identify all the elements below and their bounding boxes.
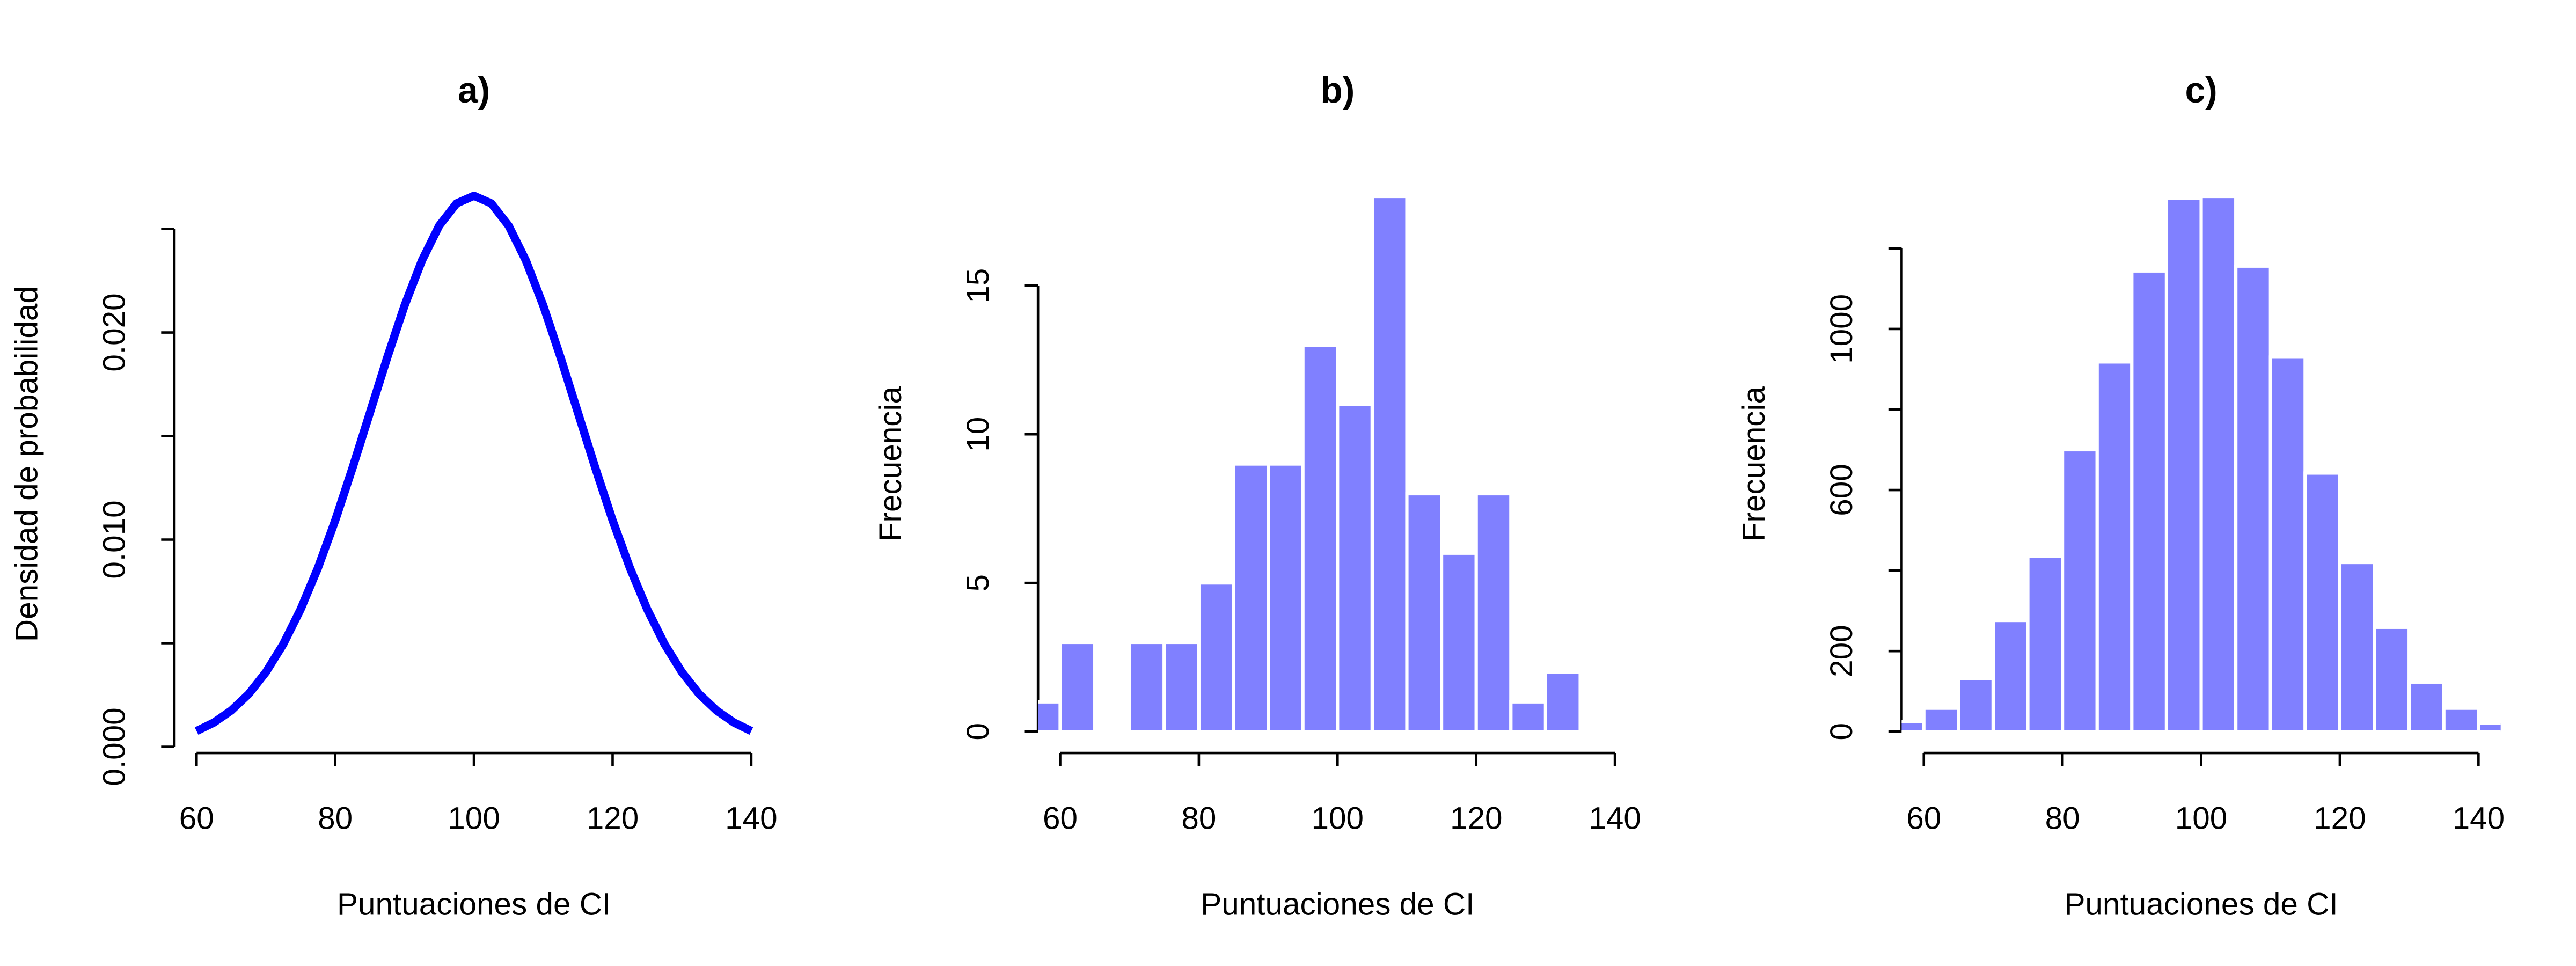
bar bbox=[1991, 619, 2030, 734]
x-axis-label: Puntuaciones de CI bbox=[2064, 887, 2338, 922]
bar bbox=[1957, 677, 1995, 734]
bar bbox=[2477, 721, 2501, 734]
x-tick-label: 80 bbox=[1181, 801, 1216, 836]
bar bbox=[2407, 680, 2446, 734]
bar bbox=[2373, 625, 2411, 734]
bar bbox=[2061, 448, 2099, 734]
bar bbox=[1162, 640, 1201, 734]
x-tick-label: 60 bbox=[179, 801, 214, 836]
x-axis-label: Puntuaciones de CI bbox=[1201, 887, 1474, 922]
chart-title: c) bbox=[2185, 70, 2217, 111]
x-tick-label: 100 bbox=[448, 801, 500, 836]
y-tick-label: 0.000 bbox=[97, 707, 132, 786]
bar bbox=[2130, 269, 2169, 734]
y-axis-label: Frecuencia bbox=[873, 386, 908, 542]
y-tick-label: 600 bbox=[1824, 464, 1859, 516]
bar bbox=[1267, 462, 1305, 734]
bar bbox=[2268, 355, 2307, 734]
bar bbox=[1232, 462, 1270, 734]
bar bbox=[2095, 360, 2134, 734]
x-tick-label: 140 bbox=[725, 801, 778, 836]
bar bbox=[2199, 194, 2238, 734]
chart-title: b) bbox=[1320, 70, 1355, 111]
x-tick-label: 140 bbox=[1589, 801, 1641, 836]
y-tick-label: 5 bbox=[961, 574, 996, 592]
bar bbox=[1543, 670, 1582, 734]
bars bbox=[1901, 194, 2501, 734]
bar bbox=[1509, 700, 1547, 734]
x-tick-label: 140 bbox=[2453, 801, 2505, 836]
y-tick-label: 200 bbox=[1824, 625, 1859, 677]
x-tick-label: 120 bbox=[1450, 801, 1503, 836]
bar bbox=[1336, 402, 1374, 734]
bar bbox=[1901, 720, 1926, 734]
panel: c) Puntuaciones de CI Frecuencia 60 80 100 120… bbox=[1737, 70, 2505, 922]
bar bbox=[2338, 560, 2376, 734]
bar bbox=[2442, 706, 2480, 734]
x-tick-label: 80 bbox=[318, 801, 353, 836]
y-axis-label: Densidad de probabilidad bbox=[10, 286, 45, 642]
y-tick-label: 0.010 bbox=[97, 500, 132, 579]
x-tick-label: 120 bbox=[587, 801, 639, 836]
y-tick-label: 0 bbox=[961, 723, 996, 741]
y-tick-label: 0 bbox=[1824, 723, 1859, 741]
x-tick-label: 60 bbox=[1043, 801, 1078, 836]
bar bbox=[2303, 471, 2342, 734]
y-axis-label: Frecuencia bbox=[1737, 386, 1772, 542]
bar bbox=[2164, 196, 2203, 734]
x-tick-label: 120 bbox=[2314, 801, 2366, 836]
bar bbox=[1197, 581, 1235, 734]
bar bbox=[1128, 640, 1166, 734]
x-axis-label: Puntuaciones de CI bbox=[337, 887, 611, 922]
density-line bbox=[194, 192, 753, 735]
y-tick-label: 1000 bbox=[1824, 294, 1859, 364]
x-tick-label: 60 bbox=[1906, 801, 1941, 836]
bar bbox=[1474, 492, 1513, 734]
bar bbox=[1058, 640, 1097, 734]
panel: a) Puntuaciones de CI Densidad de probabil… bbox=[10, 70, 778, 922]
y-tick-label: 10 bbox=[961, 417, 996, 452]
chart-title: a) bbox=[458, 70, 490, 111]
bar bbox=[2234, 264, 2272, 734]
x-tick-label: 100 bbox=[1312, 801, 1364, 836]
bar bbox=[1440, 551, 1478, 734]
bar bbox=[1405, 492, 1444, 734]
y-tick-label: 15 bbox=[961, 268, 996, 303]
bar bbox=[1038, 700, 1062, 734]
y-tick-label: 0.020 bbox=[97, 293, 132, 371]
x-tick-label: 80 bbox=[2045, 801, 2080, 836]
bar bbox=[1370, 194, 1409, 734]
bars bbox=[1038, 194, 1582, 734]
bar bbox=[1922, 706, 1960, 734]
bar bbox=[2026, 554, 2065, 734]
x-tick-label: 100 bbox=[2175, 801, 2228, 836]
bar bbox=[1301, 343, 1340, 734]
